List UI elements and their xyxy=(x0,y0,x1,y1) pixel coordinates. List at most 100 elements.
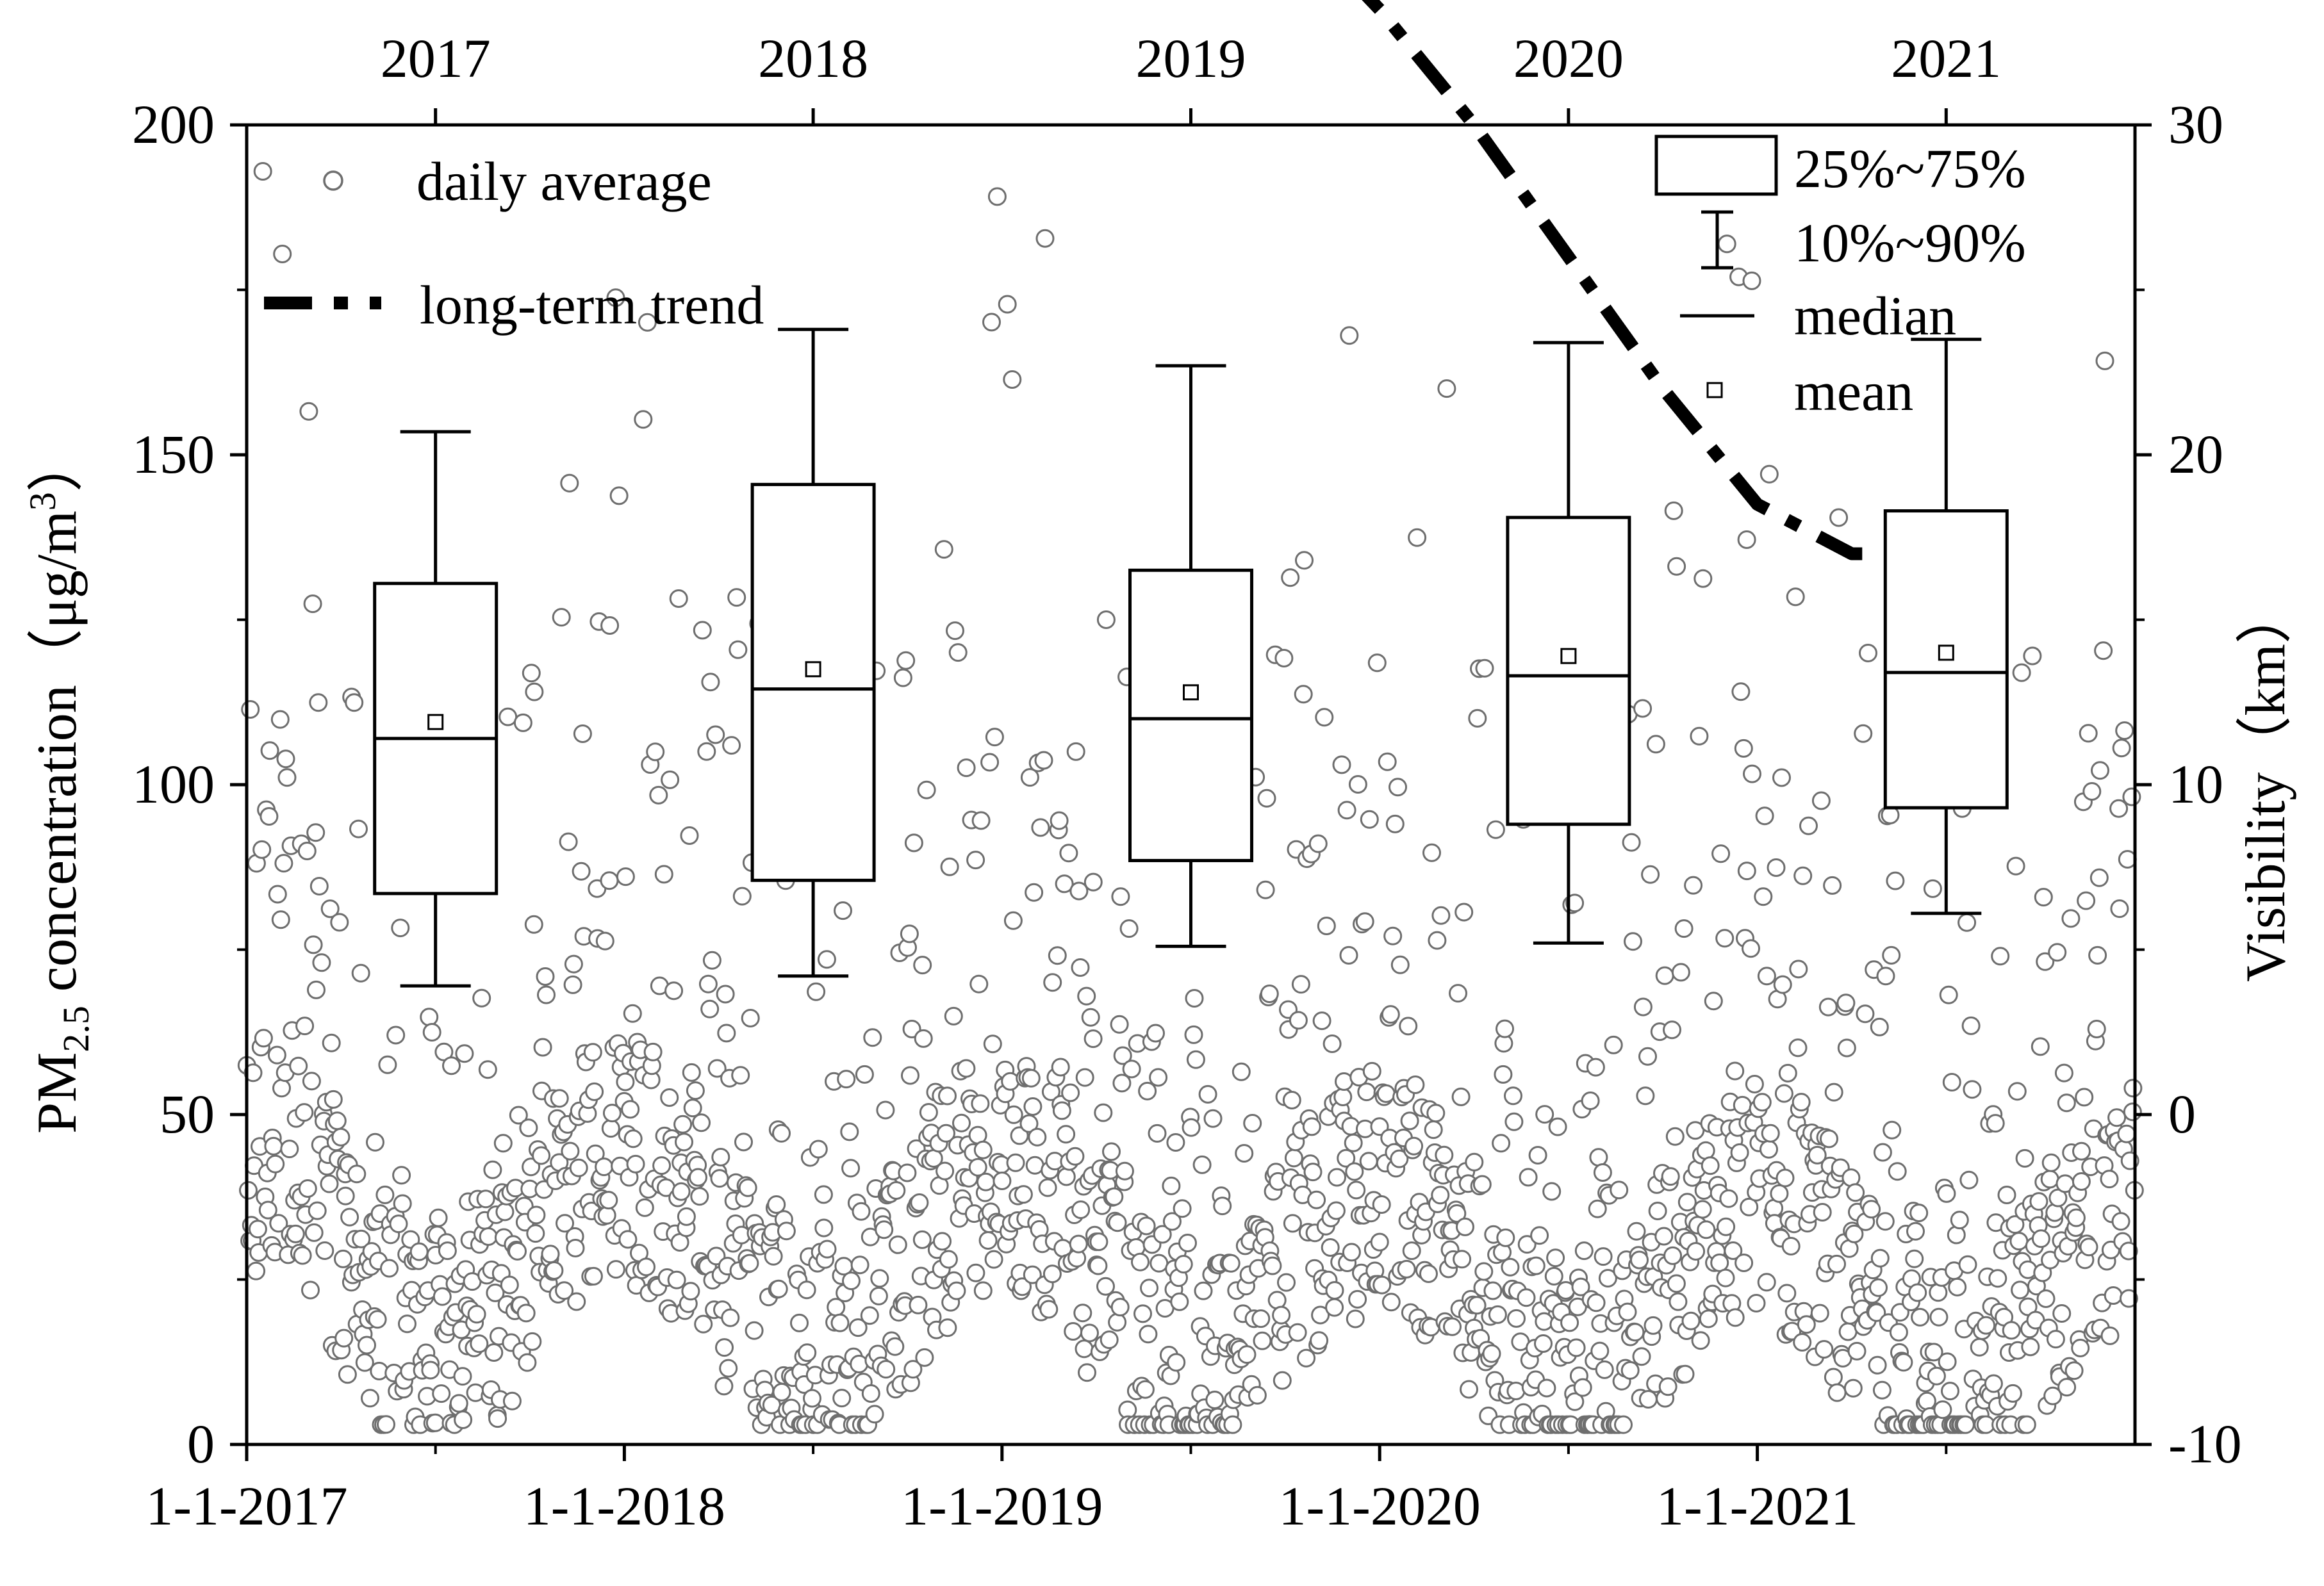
daily-point xyxy=(1867,1303,1886,1322)
daily-point xyxy=(484,1343,504,1362)
legend-daily-average-label: daily average xyxy=(416,151,712,212)
daily-point xyxy=(1694,569,1713,588)
daily-point xyxy=(276,749,295,769)
daily-point xyxy=(358,1336,376,1355)
daily-point xyxy=(585,1082,604,1101)
daily-point xyxy=(1455,903,1474,922)
daily-point xyxy=(1034,751,1053,770)
daily-point xyxy=(2057,1378,2077,1397)
daily-point xyxy=(271,910,290,929)
daily-point xyxy=(552,608,571,627)
daily-point xyxy=(855,1065,874,1084)
daily-point xyxy=(1942,1073,1961,1091)
daily-point xyxy=(914,1029,933,1048)
daily-point xyxy=(717,1024,736,1043)
daily-point xyxy=(689,1168,707,1187)
daily-point xyxy=(438,1241,457,1261)
daily-point xyxy=(595,1157,614,1177)
daily-point xyxy=(913,956,932,975)
daily-point xyxy=(361,1389,379,1408)
daily-point xyxy=(600,616,620,635)
daily-point xyxy=(692,1113,711,1132)
daily-point xyxy=(848,1318,868,1337)
daily-point xyxy=(277,768,297,787)
daily-point xyxy=(1339,945,1358,965)
daily-point xyxy=(266,1154,285,1173)
daily-point xyxy=(1956,1415,1975,1434)
daily-point xyxy=(298,1179,317,1198)
daily-point xyxy=(1069,1234,1088,1254)
daily-point xyxy=(375,1185,395,1204)
daily-point xyxy=(1875,1212,1895,1231)
daily-point xyxy=(513,713,532,732)
daily-point xyxy=(537,985,556,1004)
daily-point xyxy=(336,1186,355,1206)
daily-point xyxy=(1737,530,1756,549)
daily-point xyxy=(1598,1269,1617,1288)
daily-point xyxy=(2006,856,2025,876)
daily-point xyxy=(1774,1084,1793,1103)
daily-point xyxy=(307,980,326,999)
daily-point xyxy=(1565,894,1585,913)
daily-point xyxy=(1023,1097,1043,1116)
daily-point xyxy=(850,1255,869,1275)
right-axis-title: Visibility（km） xyxy=(2235,587,2297,982)
daily-point xyxy=(1868,1355,1887,1375)
daily-point xyxy=(715,1338,734,1357)
daily-point xyxy=(1138,1081,1157,1100)
daily-points-layer xyxy=(237,161,2144,1434)
daily-point xyxy=(1237,1345,1257,1364)
daily-point xyxy=(509,1106,528,1125)
daily-point xyxy=(1006,1153,1025,1172)
daily-point xyxy=(602,1104,622,1123)
daily-point xyxy=(1486,820,1505,839)
daily-point xyxy=(2031,1229,2050,1248)
daily-point xyxy=(1719,1189,1738,1208)
daily-point xyxy=(1483,1281,1503,1300)
daily-point xyxy=(340,1207,359,1227)
daily-point xyxy=(1624,932,1642,951)
daily-point xyxy=(499,707,518,726)
daily-point xyxy=(1223,1415,1242,1434)
daily-point xyxy=(2021,1337,2040,1357)
daily-point xyxy=(409,1242,429,1261)
daily-point xyxy=(1663,1020,1681,1040)
daily-point xyxy=(331,1127,350,1147)
daily-point xyxy=(690,1187,709,1206)
daily-point xyxy=(901,1066,919,1085)
daily-point xyxy=(420,1008,439,1027)
daily-point xyxy=(1697,1220,1716,1239)
daily-point xyxy=(1071,958,1090,977)
daily-point xyxy=(597,1206,616,1225)
daily-point xyxy=(1767,858,1786,877)
daily-point xyxy=(1646,735,1665,754)
daily-point xyxy=(599,1191,618,1210)
daily-point xyxy=(917,780,936,799)
daily-point xyxy=(527,1206,546,1225)
daily-point xyxy=(454,1410,473,1429)
daily-point xyxy=(2002,1321,2021,1340)
daily-point xyxy=(1281,568,1300,587)
legend-mean-label: mean xyxy=(1794,361,1913,422)
daily-point xyxy=(1122,1059,1141,1079)
daily-point xyxy=(1535,1105,1554,1124)
daily-point xyxy=(254,1029,273,1048)
daily-point xyxy=(1627,1222,1646,1241)
daily-point xyxy=(351,963,370,983)
daily-point xyxy=(616,867,635,887)
daily-point xyxy=(1406,1075,1425,1094)
daily-point xyxy=(1453,1250,1472,1269)
daily-point xyxy=(1288,1323,1307,1342)
daily-point xyxy=(1638,1047,1657,1066)
daily-point xyxy=(1870,1017,1889,1036)
daily-point xyxy=(814,1218,834,1238)
daily-point xyxy=(1333,1088,1353,1106)
daily-point xyxy=(2023,646,2042,666)
daily-point xyxy=(1096,610,1116,629)
daily-point xyxy=(1345,1162,1364,1181)
daily-point xyxy=(2066,1208,2086,1227)
daily-point xyxy=(1150,1254,1169,1273)
daily-point xyxy=(2122,787,2141,806)
daily-point xyxy=(1777,1284,1797,1303)
daily-point xyxy=(297,842,317,860)
